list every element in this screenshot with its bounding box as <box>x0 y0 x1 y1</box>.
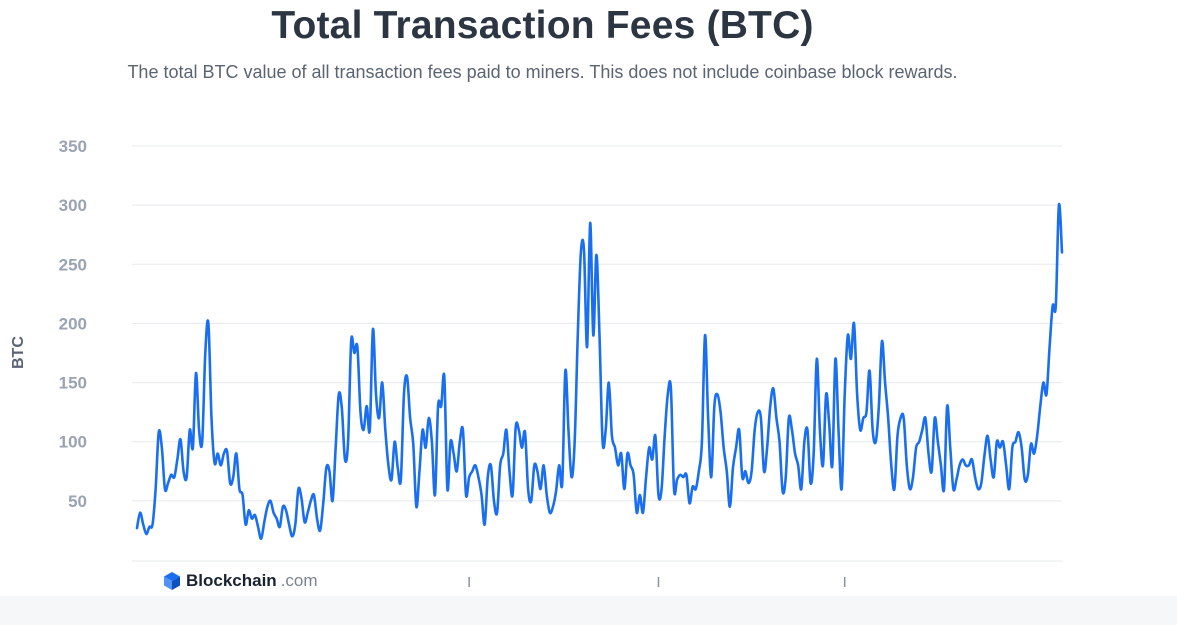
brand-suffix: .com <box>280 571 318 590</box>
gridlines <box>132 145 1062 562</box>
blockchain-logo-icon <box>164 572 180 590</box>
chart-subtitle: The total BTC value of all transaction f… <box>127 62 958 82</box>
y-axis-ticks: 50 100 150 200 250 300 350 <box>59 137 87 511</box>
chart-title: Total Transaction Fees (BTC) <box>271 4 814 47</box>
y-tick-label: 350 <box>59 137 87 156</box>
y-tick-label: 50 <box>68 492 87 511</box>
series-group[interactable] <box>135 202 1064 541</box>
y-tick-label: 150 <box>59 374 87 393</box>
series-line-transaction-fees[interactable] <box>135 202 1064 541</box>
blockchain-brand[interactable]: Blockchain .com <box>160 571 320 591</box>
y-tick-label: 100 <box>59 433 87 452</box>
y-tick-label: 250 <box>59 255 87 274</box>
y-tick-label: 300 <box>59 196 87 215</box>
y-tick-label: 200 <box>59 314 87 333</box>
bottom-band <box>0 596 1177 625</box>
brand-name: Blockchain <box>186 571 277 590</box>
